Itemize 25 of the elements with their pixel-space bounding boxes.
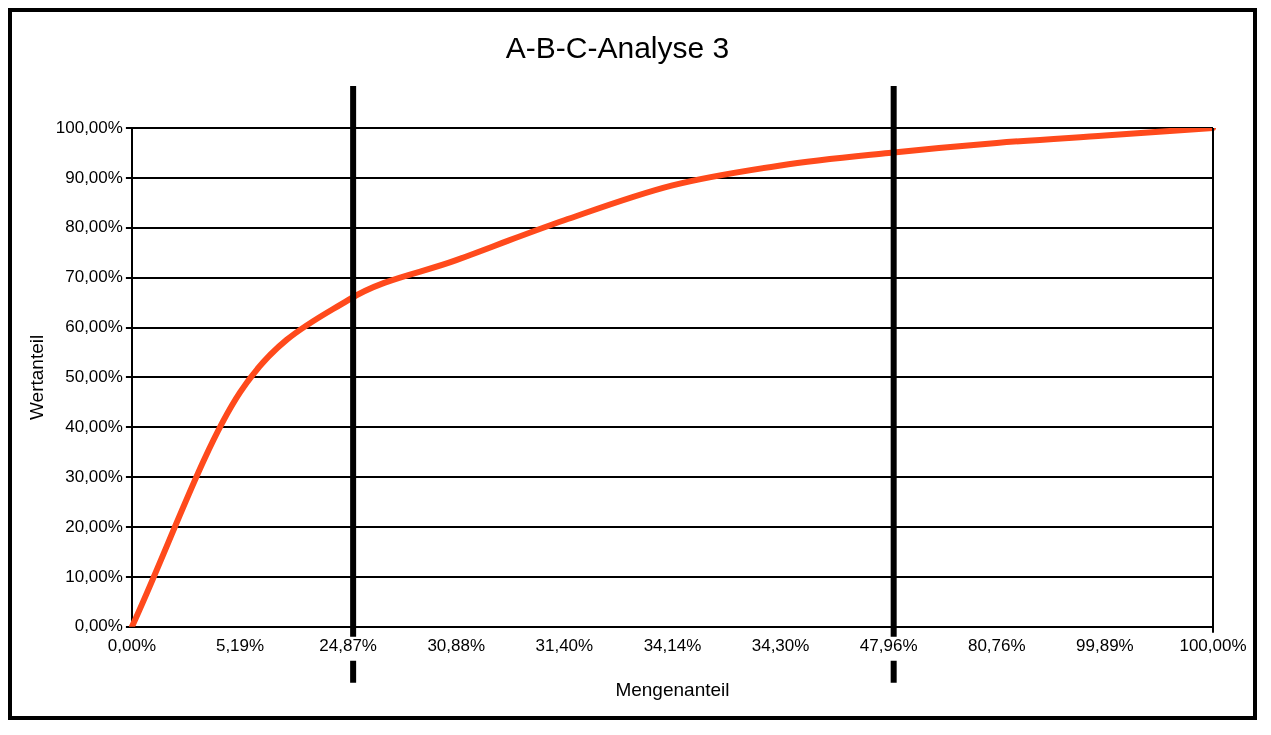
- x-tick-label: 100,00%: [1179, 635, 1247, 655]
- x-tick-label: 47,96%: [859, 635, 918, 655]
- x-tick-label: 31,40%: [535, 635, 594, 655]
- x-tick-label: 34,30%: [751, 635, 810, 655]
- chart-title: A-B-C-Analyse 3: [505, 31, 730, 65]
- y-tick-label: 90,00%: [65, 167, 123, 187]
- x-tick-label: 80,76%: [967, 635, 1026, 655]
- y-tick-label: 40,00%: [65, 416, 123, 436]
- y-tick-label: 0,00%: [74, 616, 123, 636]
- x-tick-label: 34,14%: [643, 635, 702, 655]
- x-axis-title: Mengenanteil: [615, 678, 730, 700]
- y-tick-label: 20,00%: [65, 516, 123, 536]
- y-tick-label: 60,00%: [65, 317, 123, 337]
- y-tick-label: 70,00%: [65, 267, 123, 287]
- x-tick-label: 99,89%: [1076, 635, 1134, 655]
- x-tick-label: 24,87%: [319, 635, 377, 655]
- y-tick-label: 80,00%: [65, 217, 123, 237]
- y-tick-label: 10,00%: [65, 566, 123, 586]
- y-tick-label: 100,00%: [55, 117, 123, 137]
- y-tick-label: 30,00%: [65, 466, 123, 486]
- x-tick-label: 0,00%: [107, 635, 157, 655]
- x-tick-label: 5,19%: [215, 635, 265, 655]
- y-tick-label: 50,00%: [65, 367, 123, 387]
- y-axis-title: Wertanteil: [25, 334, 47, 420]
- x-tick-label: 30,88%: [427, 635, 486, 655]
